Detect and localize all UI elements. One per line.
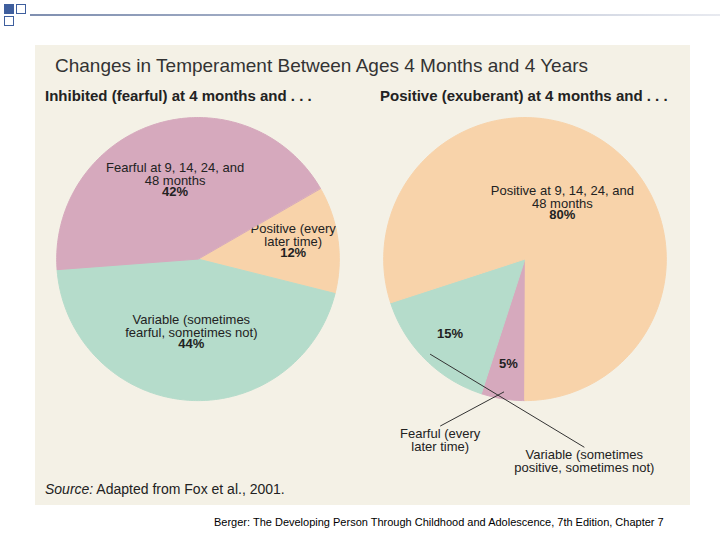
svg-text:44%: 44%: [178, 336, 204, 351]
html-text:48 months: 48 months: [144, 172, 206, 188]
svg-text:42%: 42%: [162, 184, 188, 199]
html-text:fearful, sometimes not): fearful, sometimes not): [125, 324, 258, 340]
html-text:48 months: 48 months: [532, 195, 593, 211]
html-text:Changes in Temperament Between: Changes in Temperament Between Ages 4 Mo…: [55, 55, 589, 76]
html-text:Source: Adapted from Fox et al: Source: Adapted from Fox et al., 2001.: [45, 481, 285, 497]
html-text:Fearful at 9, 14, 24, and: Fearful at 9, 14, 24, and: [106, 159, 245, 175]
html-text:later time): later time): [264, 233, 323, 249]
html-text:Positive (exuberant) at 4 mont: Positive (exuberant) at 4 months and . .…: [380, 87, 668, 104]
html-text:Positive (every: Positive (every: [250, 220, 336, 236]
svg-text:15%: 15%: [437, 326, 463, 341]
svg-text:Variable (sometimespositive, s: Variable (sometimespositive, sometimes n…: [514, 447, 654, 475]
html-text:Inhibited (fearful) at 4 month: Inhibited (fearful) at 4 months and . . …: [45, 87, 312, 104]
html-text:Positive at 9, 14, 24, and: Positive at 9, 14, 24, and: [490, 182, 634, 198]
svg-text:12%: 12%: [280, 245, 306, 260]
html-text:Berger: The Developing Person: Berger: The Developing Person Through Ch…: [214, 516, 664, 528]
svg-text:80%: 80%: [549, 207, 575, 222]
svg-text:Fearful (everylater time): Fearful (everylater time): [400, 426, 481, 454]
svg-text:5%: 5%: [499, 356, 518, 371]
html-text:Variable (sometimes: Variable (sometimes: [132, 311, 251, 327]
